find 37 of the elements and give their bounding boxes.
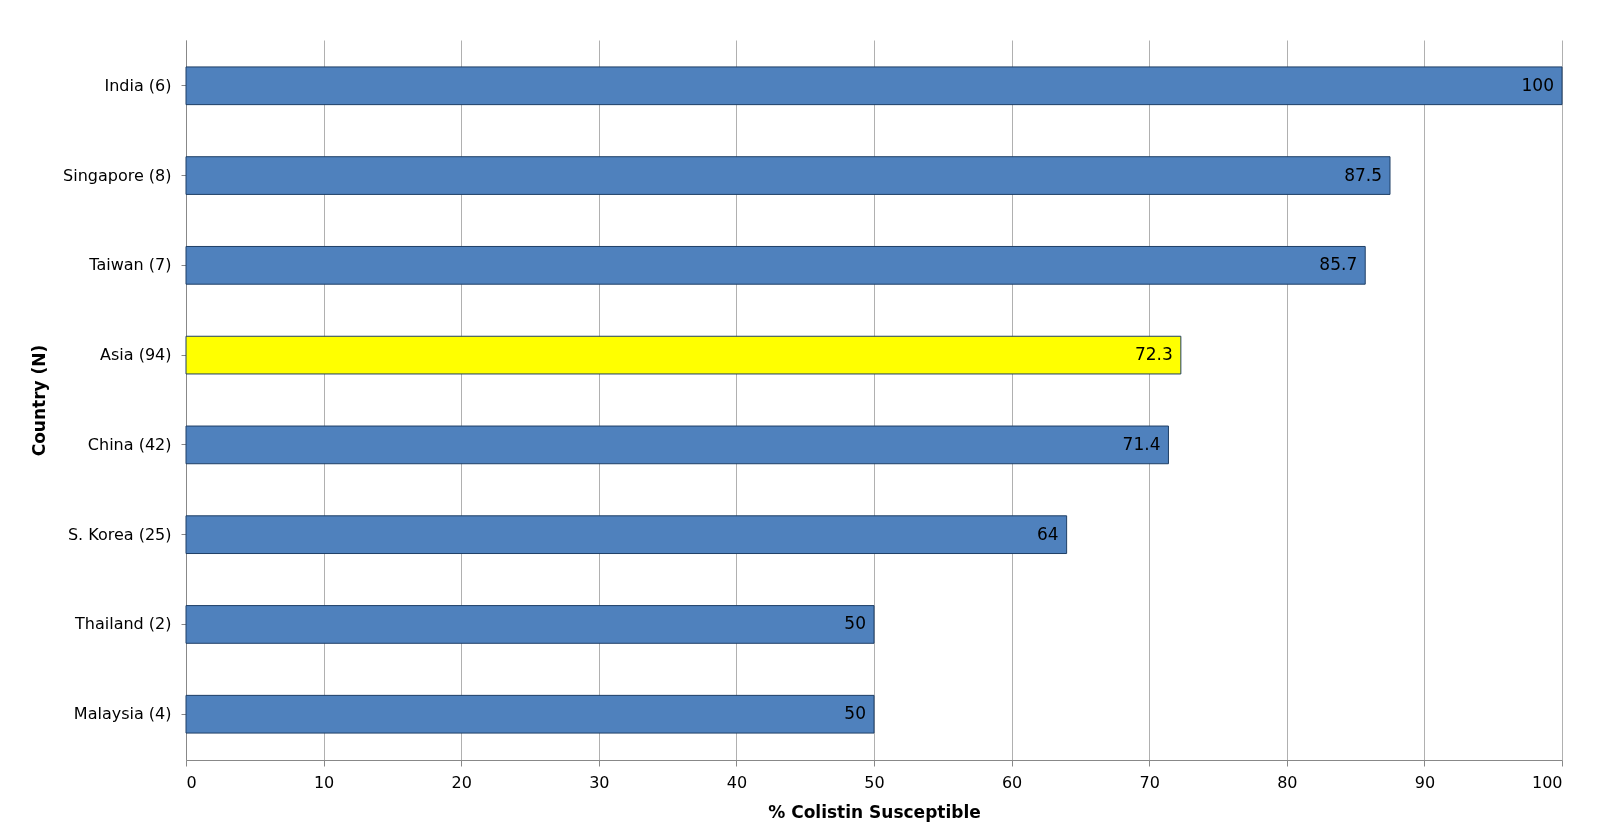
y-tick-label: Singapore (8) — [63, 165, 172, 185]
x-tick-label: 0 — [186, 772, 197, 792]
data-label: 50 — [844, 613, 866, 634]
x-tick-label: 90 — [1414, 772, 1436, 792]
x-tick-label: 10 — [313, 772, 335, 792]
bar — [185, 515, 1068, 555]
bar — [185, 425, 1169, 465]
x-tick-label: 50 — [864, 772, 885, 792]
y-tick-label: Taiwan (7) — [88, 255, 172, 275]
x-tick-label: 60 — [1001, 772, 1023, 792]
x-tick-label: 30 — [589, 772, 610, 792]
y-tick-label: Thailand (2) — [74, 614, 172, 634]
x-tick-label: 40 — [726, 772, 748, 792]
data-label: 71.4 — [1122, 433, 1161, 454]
bar — [185, 156, 1391, 195]
data-label: 64 — [1037, 523, 1059, 544]
bar — [185, 605, 875, 644]
bar — [185, 335, 1182, 375]
x-tick-label: 100 — [1531, 772, 1563, 792]
y-tick-label: S. Korea (25) — [67, 524, 172, 544]
data-label: 72.3 — [1134, 344, 1173, 365]
y-tick-label: Asia (94) — [100, 345, 172, 365]
data-label: 50 — [844, 703, 866, 724]
x-tick-label: 80 — [1277, 772, 1298, 792]
y-tick-label: Malaysia (4) — [73, 704, 172, 724]
bar — [185, 245, 1366, 285]
y-axis-title: Country (N) — [29, 344, 50, 457]
x-tick-label: 20 — [451, 772, 472, 792]
bar — [185, 694, 875, 734]
y-tick-label: India (6) — [104, 75, 172, 95]
x-axis-title: % Colistin Susceptible — [768, 801, 981, 822]
data-label: 87.5 — [1344, 164, 1382, 185]
data-label: 85.7 — [1319, 254, 1358, 275]
data-label: 100 — [1521, 74, 1554, 95]
y-tick-label: China (42) — [87, 434, 172, 454]
x-tick-label: 70 — [1139, 772, 1160, 792]
bar — [185, 66, 1563, 106]
